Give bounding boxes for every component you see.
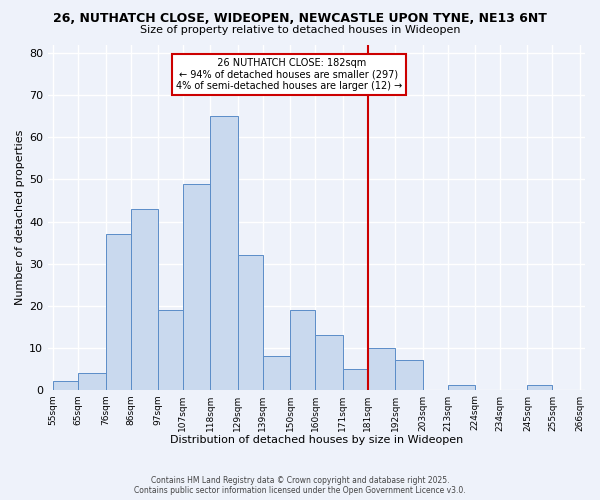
Bar: [158, 310, 183, 390]
Text: Size of property relative to detached houses in Wideopen: Size of property relative to detached ho…: [140, 25, 460, 35]
Bar: [53, 381, 78, 390]
Bar: [238, 255, 263, 390]
Bar: [263, 356, 290, 390]
Text: 26 NUTHATCH CLOSE: 182sqm
← 94% of detached houses are smaller (297)
4% of semi-: 26 NUTHATCH CLOSE: 182sqm ← 94% of detac…: [176, 58, 402, 91]
Bar: [131, 209, 158, 390]
Bar: [78, 373, 106, 390]
Y-axis label: Number of detached properties: Number of detached properties: [15, 130, 25, 305]
Bar: [395, 360, 422, 390]
Bar: [106, 234, 131, 390]
Bar: [183, 184, 211, 390]
X-axis label: Distribution of detached houses by size in Wideopen: Distribution of detached houses by size …: [170, 435, 463, 445]
Bar: [211, 116, 238, 390]
Bar: [290, 310, 315, 390]
Bar: [315, 335, 343, 390]
Bar: [527, 386, 553, 390]
Bar: [343, 368, 368, 390]
Text: Contains HM Land Registry data © Crown copyright and database right 2025.
Contai: Contains HM Land Registry data © Crown c…: [134, 476, 466, 495]
Bar: [368, 348, 395, 390]
Bar: [448, 386, 475, 390]
Text: 26, NUTHATCH CLOSE, WIDEOPEN, NEWCASTLE UPON TYNE, NE13 6NT: 26, NUTHATCH CLOSE, WIDEOPEN, NEWCASTLE …: [53, 12, 547, 26]
